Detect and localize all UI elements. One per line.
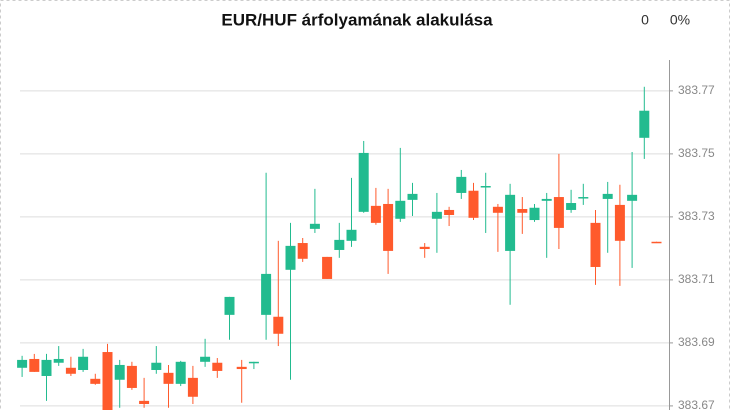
candle-body bbox=[139, 400, 150, 405]
candle-body bbox=[383, 203, 394, 251]
candle-body bbox=[492, 206, 503, 213]
candle-body bbox=[212, 362, 223, 371]
candle-body bbox=[126, 365, 137, 388]
candle-body bbox=[566, 203, 577, 210]
candle-body bbox=[29, 358, 40, 372]
change-percent: 0% bbox=[670, 12, 690, 28]
candle-body bbox=[553, 197, 564, 228]
candle-body bbox=[53, 358, 64, 363]
candle-body bbox=[78, 356, 89, 370]
candle-body bbox=[261, 273, 272, 315]
candle-body bbox=[346, 229, 357, 241]
candle-body bbox=[468, 190, 479, 218]
candle-body bbox=[395, 200, 406, 219]
candle-body bbox=[614, 204, 625, 241]
chart-title: EUR/HUF árfolyamának alakulása bbox=[221, 10, 493, 29]
candle-body bbox=[65, 367, 76, 374]
candle-body bbox=[444, 209, 455, 215]
candle-body bbox=[322, 256, 333, 279]
candle-body bbox=[41, 359, 52, 376]
candle-body bbox=[529, 207, 540, 221]
candle-body bbox=[175, 361, 186, 384]
candle-body bbox=[102, 352, 113, 410]
candle-body bbox=[236, 366, 247, 370]
y-tick-label: 383.69 bbox=[678, 335, 715, 349]
y-tick-label: 383.71 bbox=[678, 272, 715, 286]
y-tick-label: 383.73 bbox=[678, 209, 715, 223]
candle-body bbox=[651, 241, 662, 244]
candle-body bbox=[590, 222, 601, 267]
candle-body bbox=[639, 110, 650, 138]
candle-body bbox=[285, 245, 296, 270]
candle-body bbox=[517, 209, 528, 213]
candle-body bbox=[370, 205, 381, 223]
change-value: 0 bbox=[641, 12, 649, 28]
candle-body bbox=[163, 372, 174, 384]
plot bbox=[17, 86, 669, 410]
candle-body bbox=[309, 223, 320, 229]
y-tick-label: 383.77 bbox=[678, 83, 715, 97]
y-tick-label: 383.67 bbox=[678, 398, 715, 410]
candle-body bbox=[334, 239, 345, 250]
candle-body bbox=[480, 186, 491, 188]
candle-body bbox=[456, 176, 467, 193]
candle-body bbox=[200, 356, 211, 362]
candle-body bbox=[602, 193, 613, 199]
candle-body bbox=[627, 194, 638, 201]
candle-body bbox=[114, 364, 125, 380]
candle-body bbox=[297, 243, 308, 259]
candle-body bbox=[419, 246, 430, 250]
candle-body bbox=[505, 194, 516, 251]
candle-body bbox=[90, 378, 101, 384]
candle-body bbox=[187, 377, 198, 397]
candle-body bbox=[248, 361, 259, 364]
candle-body bbox=[273, 316, 284, 334]
candle-body bbox=[541, 198, 552, 201]
candle-body bbox=[431, 211, 442, 219]
y-tick-label: 383.75 bbox=[678, 146, 715, 160]
candle-body bbox=[358, 152, 369, 212]
candle-body bbox=[407, 193, 418, 200]
candle-body bbox=[578, 197, 589, 199]
candle-body bbox=[151, 362, 162, 370]
candle-body bbox=[224, 296, 235, 315]
candle-body bbox=[17, 359, 28, 368]
